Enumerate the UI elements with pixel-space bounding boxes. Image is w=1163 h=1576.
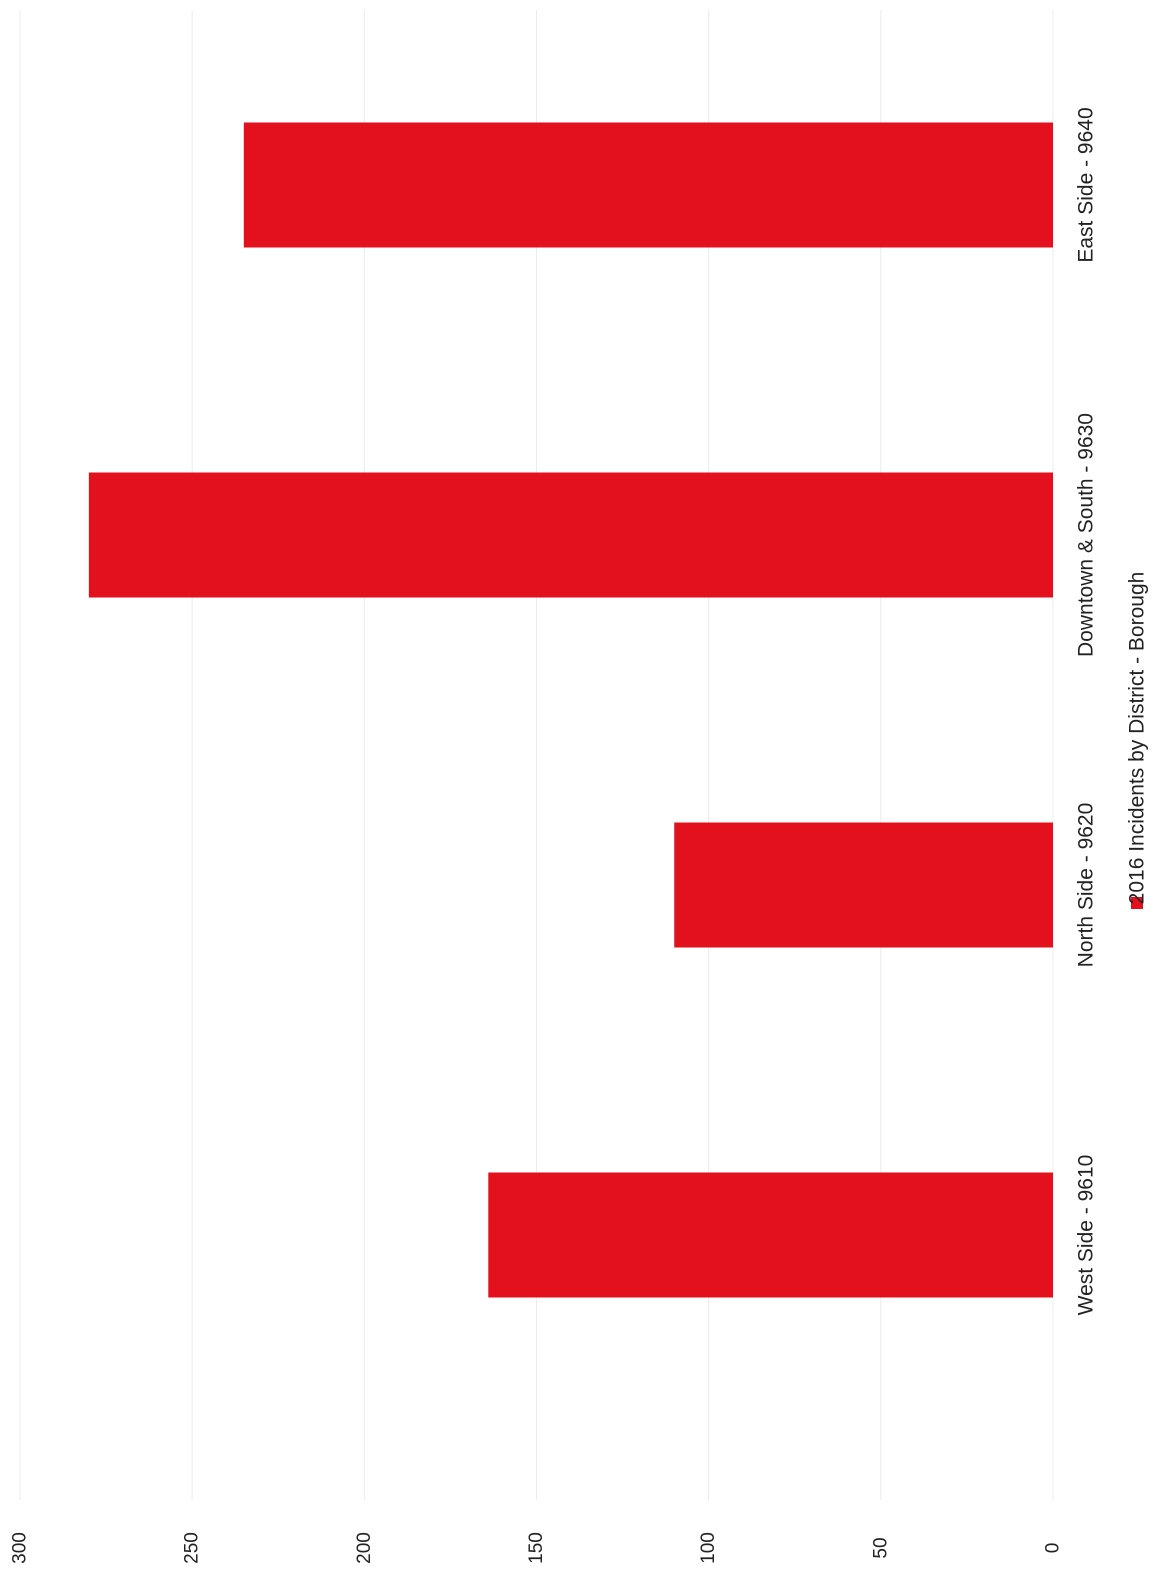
y-tick-label: 250 [182, 1532, 203, 1564]
y-tick-label: 200 [354, 1532, 375, 1564]
category-label: North Side - 9620 [1075, 803, 1098, 968]
category-label: Downtown & South - 9630 [1075, 413, 1098, 657]
gridlines [19, 10, 1054, 1500]
bar [674, 822, 1053, 948]
y-tick-label: 300 [10, 1532, 31, 1564]
category-label: East Side - 9640 [1075, 107, 1098, 262]
y-tick-label: 50 [870, 1537, 891, 1558]
bar [243, 122, 1054, 248]
value-axis-ticks: 0 50 100 150 200 250 300 [10, 1532, 1064, 1564]
legend: 2016 Incidents by District - Borough [1126, 572, 1149, 909]
y-tick-label: 100 [698, 1532, 719, 1564]
y-tick-label: 150 [526, 1532, 547, 1564]
bar [488, 1172, 1053, 1298]
category-label: West Side - 9610 [1075, 1155, 1098, 1316]
category-axis-labels: West Side - 9610 North Side - 9620 Downtow… [1075, 107, 1098, 1315]
bar [88, 472, 1053, 598]
legend-swatch [1131, 897, 1143, 909]
bars [88, 122, 1054, 1298]
legend-label: 2016 Incidents by District - Borough [1126, 572, 1149, 905]
y-tick-label: 0 [1043, 1543, 1064, 1554]
